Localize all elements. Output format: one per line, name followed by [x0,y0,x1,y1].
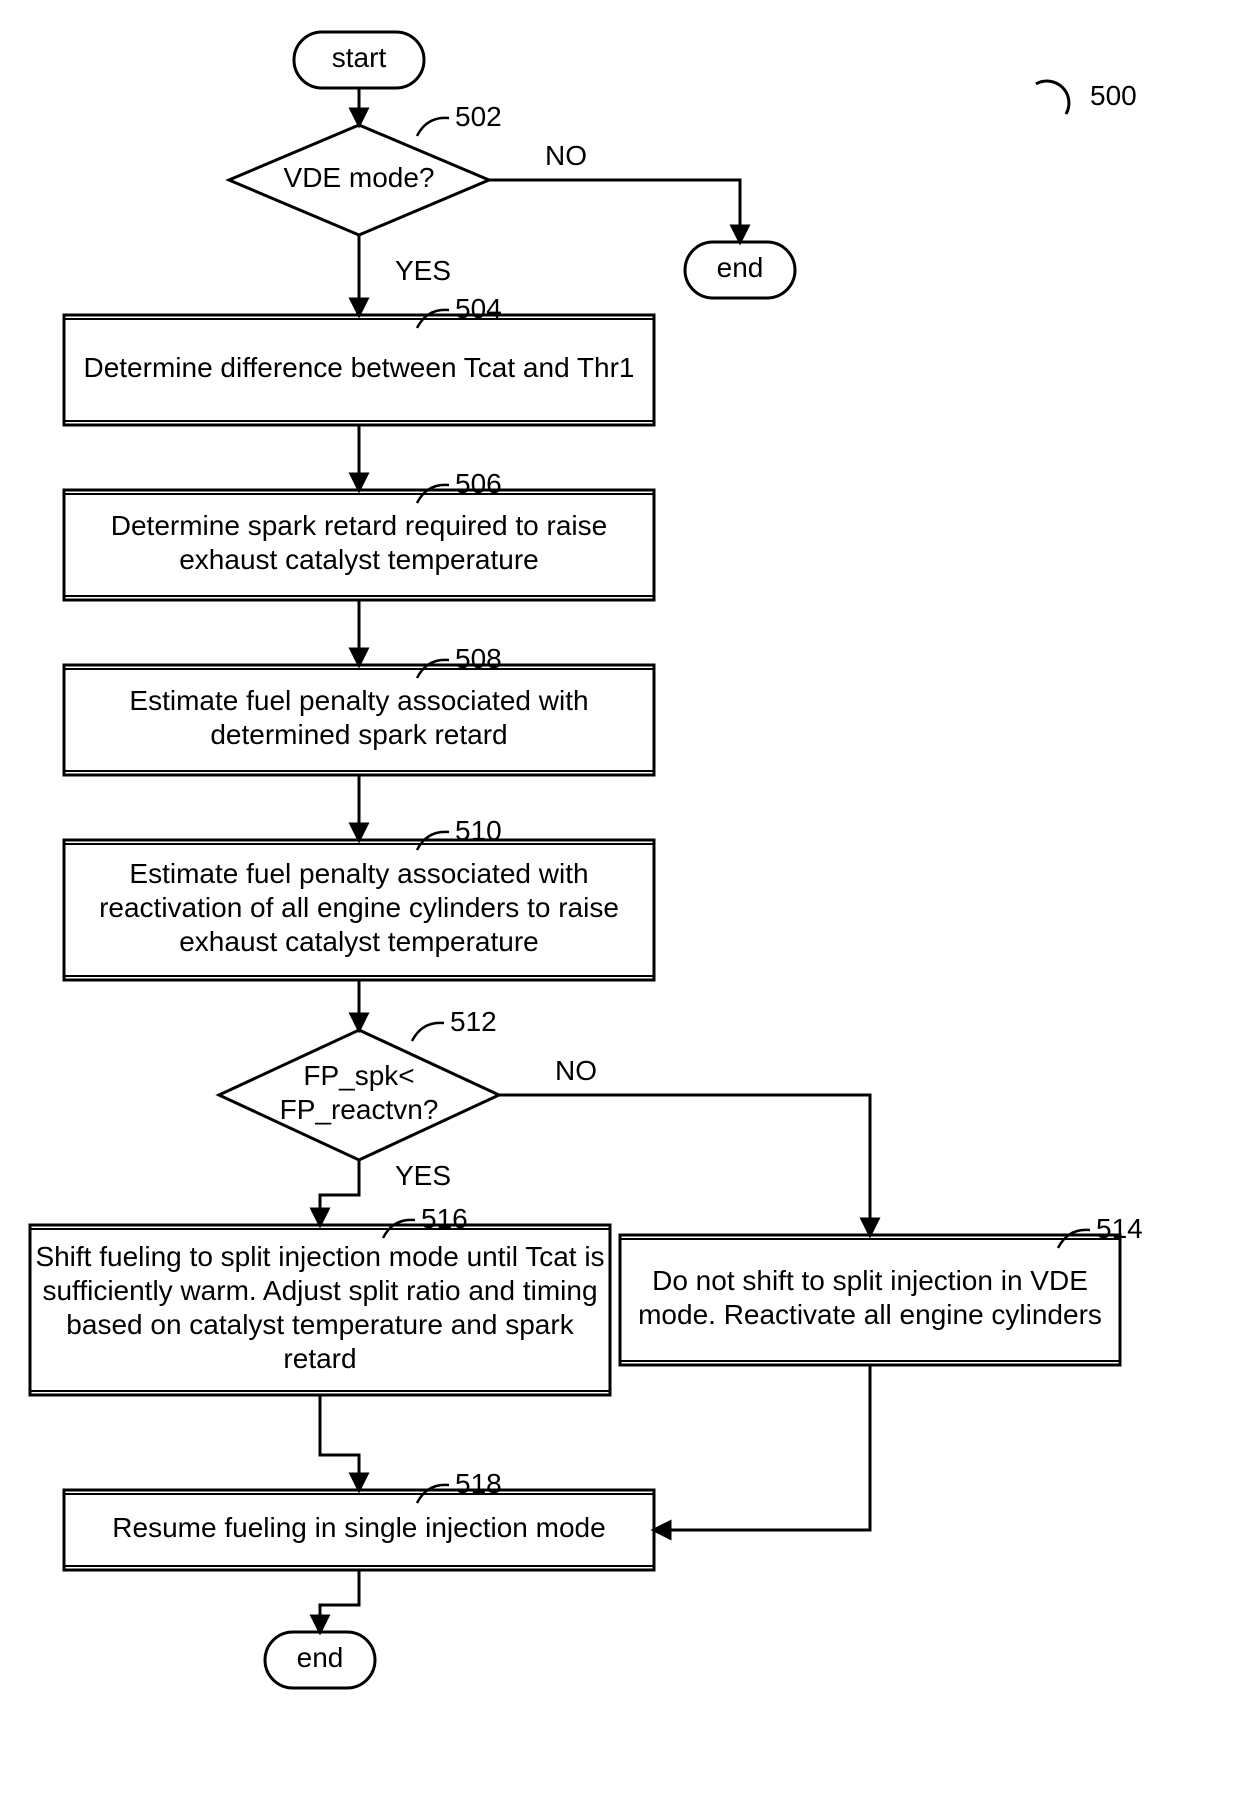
svg-text:Estimate fuel penalty associat: Estimate fuel penalty associated withdet… [129,685,588,750]
edge-label-7: YES [395,1160,451,1191]
edge-label-1: YES [395,255,451,286]
svg-text:start: start [332,42,387,73]
ref-510: 510 [455,815,502,846]
edge-9 [320,1395,359,1490]
figure-ref-arc [1036,81,1069,114]
svg-text:Resume fueling in single injec: Resume fueling in single injection mode [112,1512,605,1543]
ref-518: 518 [455,1468,502,1499]
svg-text:Determine spark retard require: Determine spark retard required to raise… [111,510,607,575]
figure-ref: 500 [1090,80,1137,111]
svg-text:VDE mode?: VDE mode? [284,162,435,193]
svg-text:end: end [717,252,764,283]
ref-504: 504 [455,293,502,324]
edge-8 [499,1095,870,1235]
ref-514: 514 [1096,1213,1143,1244]
svg-text:end: end [297,1642,344,1673]
edge-label-8: NO [555,1055,597,1086]
ref-516: 516 [421,1203,468,1234]
svg-text:FP_spk<FP_reactvn?: FP_spk<FP_reactvn? [280,1060,439,1125]
edge-7 [320,1160,359,1225]
ref-508: 508 [455,643,502,674]
svg-text:Determine difference between T: Determine difference between Tcat and Th… [83,352,634,383]
ref-506: 506 [455,468,502,499]
edge-11 [320,1570,359,1632]
svg-text:Do not shift to split injectio: Do not shift to split injection in VDEmo… [638,1265,1102,1330]
ref-502: 502 [455,101,502,132]
svg-text:Shift fueling to split injecti: Shift fueling to split injection mode un… [35,1241,604,1374]
edge-10 [654,1365,870,1530]
svg-text:Estimate fuel penalty associat: Estimate fuel penalty associated withrea… [99,858,619,957]
ref-512: 512 [450,1006,497,1037]
edge-2 [489,180,740,242]
edge-label-2: NO [545,140,587,171]
